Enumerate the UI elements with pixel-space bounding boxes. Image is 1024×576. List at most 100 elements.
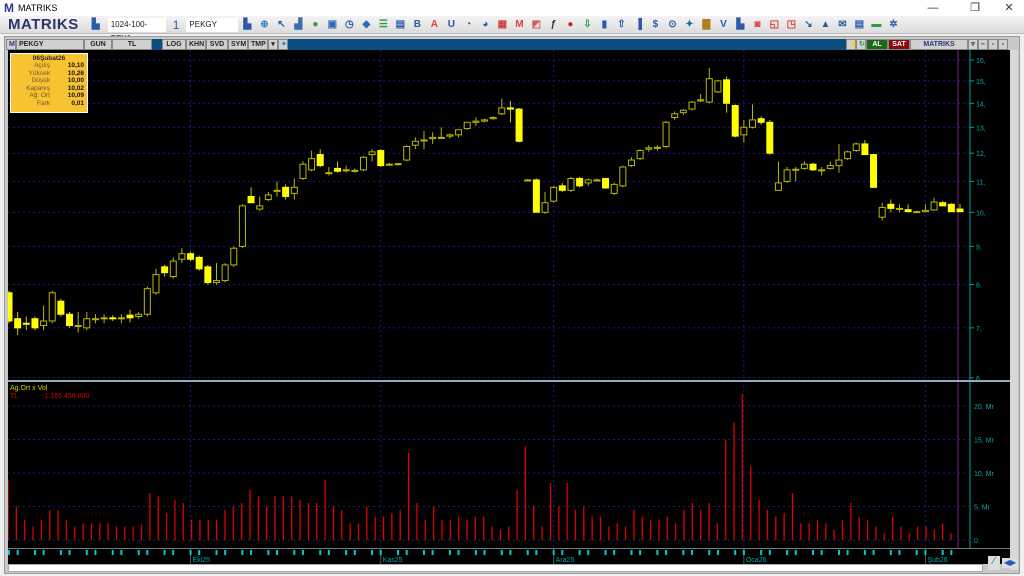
tab-gun[interactable]: GUN <box>84 39 112 50</box>
bell-icon[interactable]: ▲ <box>820 18 831 30</box>
candle <box>48 290 56 324</box>
mail-icon[interactable]: ✉ <box>838 18 847 30</box>
minimize-button[interactable]: — <box>927 2 939 14</box>
candle <box>792 166 800 182</box>
sell-button[interactable]: SAT <box>888 39 910 50</box>
copy-icon[interactable]: ▐ <box>634 18 642 30</box>
candle-body-up <box>783 169 791 182</box>
chart-svg[interactable]: 6, 7, 8, 9, 10, 11, 12, 13, 14, 15, 16, 0 5, Mr 10, M… <box>5 50 1010 548</box>
upload-icon[interactable]: ⇧ <box>617 18 626 30</box>
date-marker <box>345 550 348 555</box>
arrow-icon[interactable]: ↘ <box>804 18 813 30</box>
pie-icon[interactable]: ● <box>312 18 319 30</box>
monitor-icon[interactable]: ▣ <box>327 18 338 30</box>
minimize-win-icon[interactable]: ◱ <box>769 18 780 30</box>
maximize-button[interactable]: ❐ <box>970 2 980 14</box>
traffic-light-icon[interactable]: ▮ <box>601 18 608 30</box>
symbol-tab[interactable]: PEKGY <box>16 39 84 50</box>
report-icon[interactable]: ▦ <box>497 18 508 30</box>
a-icon[interactable]: A <box>430 18 439 30</box>
settings-icon[interactable]: ✲ <box>889 18 898 30</box>
date-marker <box>708 550 711 555</box>
book-icon[interactable]: ▇ <box>702 18 711 30</box>
dropdown-icon[interactable]: ▾ <box>268 39 278 50</box>
symbol-select[interactable]: PEKGY <box>186 17 239 32</box>
tab-svd[interactable]: SVD <box>206 39 228 50</box>
window-select[interactable]: 1 <box>172 17 180 32</box>
candle <box>662 121 670 148</box>
tab-log[interactable]: LOG <box>162 39 186 50</box>
candle-body-up <box>135 313 143 317</box>
candle-body-up <box>91 318 99 321</box>
tab-sym[interactable]: SYM <box>228 39 248 50</box>
restore-icon[interactable]: ▫ <box>988 39 998 50</box>
link-icon[interactable]: ⁄ <box>988 556 1000 570</box>
tab-tmp[interactable]: TMP <box>248 39 268 50</box>
cursor-icon[interactable]: ↖ <box>277 18 286 30</box>
candle-body-down <box>161 266 169 274</box>
indicator2-icon[interactable]: ◕ <box>482 18 489 30</box>
candle-body-up <box>403 146 411 161</box>
m-icon[interactable]: M <box>515 18 524 30</box>
v-icon[interactable]: V <box>720 18 727 30</box>
close-button[interactable]: ✕ <box>1004 2 1014 14</box>
tab-khn[interactable]: KHN <box>186 39 206 50</box>
refresh-icon[interactable]: ↻ <box>856 39 866 50</box>
fx-icon[interactable]: ƒ <box>550 18 557 30</box>
handshake-icon[interactable]: ◆ <box>362 18 371 30</box>
candle <box>152 268 160 295</box>
chat-icon[interactable]: ▬ <box>871 18 882 30</box>
candle-body-up <box>143 288 151 315</box>
maximize-win-icon[interactable]: ◳ <box>786 18 797 30</box>
date-marker <box>483 550 486 555</box>
vertical-scrollbar[interactable] <box>1010 50 1018 570</box>
search-icon[interactable]: ⊙ <box>668 18 677 30</box>
save-icon[interactable]: ▙ <box>91 18 100 30</box>
candle <box>385 162 393 166</box>
candle-body-up <box>264 194 272 201</box>
info-rows: Açılış 10,10 Yüksek 10,26 Düşük 10,00 Kapanış 1… <box>14 62 84 107</box>
chart-area[interactable]: 6, 7, 8, 9, 10, 11, 12, 13, 14, 15, 16, 0 5, Mr 10, M… <box>5 50 1010 548</box>
collapse-icon[interactable]: ▿ <box>968 39 978 50</box>
close-icon[interactable]: ▫ <box>998 39 1008 50</box>
m-icon[interactable]: M <box>6 39 16 50</box>
indicator-icon[interactable]: ◔ <box>465 18 472 30</box>
doc-icon[interactable]: ▙ <box>736 18 745 30</box>
candle-body-up <box>325 172 333 175</box>
graph-icon[interactable]: ◩ <box>531 18 542 30</box>
user-icon[interactable]: ● <box>567 18 574 30</box>
list-icon[interactable]: ☰ <box>378 18 388 30</box>
candle <box>930 198 938 211</box>
date-marker <box>163 550 166 555</box>
zoom-icon[interactable]: ⊕ <box>260 18 269 30</box>
calculator-icon[interactable]: ▤ <box>854 18 865 30</box>
clock-icon[interactable]: ◷ <box>345 18 354 30</box>
horizontal-scrollbar[interactable] <box>8 564 983 572</box>
scroll-arrows-icon[interactable]: ◀▶ <box>1002 558 1018 568</box>
minimize-icon[interactable]: – <box>978 39 988 50</box>
candle <box>576 177 584 188</box>
twitter-icon[interactable]: ✦ <box>278 39 288 50</box>
download-icon[interactable]: ⇩ <box>583 18 592 30</box>
candle-body-up <box>437 136 445 139</box>
u-icon[interactable]: U <box>447 18 456 30</box>
b-icon[interactable]: B <box>413 18 422 30</box>
save-icon[interactable]: ▙ <box>243 18 252 30</box>
layout-select[interactable]: 1024-100-BEYA <box>107 17 166 43</box>
candle-body-down <box>506 107 514 110</box>
info-value: 10,10 <box>67 62 84 69</box>
lightning-icon[interactable]: ⚡ <box>846 39 858 50</box>
app-logo-icon: M <box>4 1 14 15</box>
currency-icon[interactable]: $ <box>652 18 659 30</box>
tab-tl[interactable]: TL <box>112 39 152 50</box>
twitter-icon[interactable]: ✦ <box>685 18 694 30</box>
bar-chart-icon[interactable]: ▟ <box>294 18 303 30</box>
candle-body-down <box>195 256 203 270</box>
candle <box>299 161 307 180</box>
candle-body-up <box>930 201 938 211</box>
candle-body-down <box>5 292 13 322</box>
screen-icon[interactable]: ◙ <box>754 18 761 30</box>
candle-body-up <box>550 186 558 202</box>
buy-button[interactable]: AL <box>866 39 888 50</box>
news-icon[interactable]: ▤ <box>395 18 406 30</box>
